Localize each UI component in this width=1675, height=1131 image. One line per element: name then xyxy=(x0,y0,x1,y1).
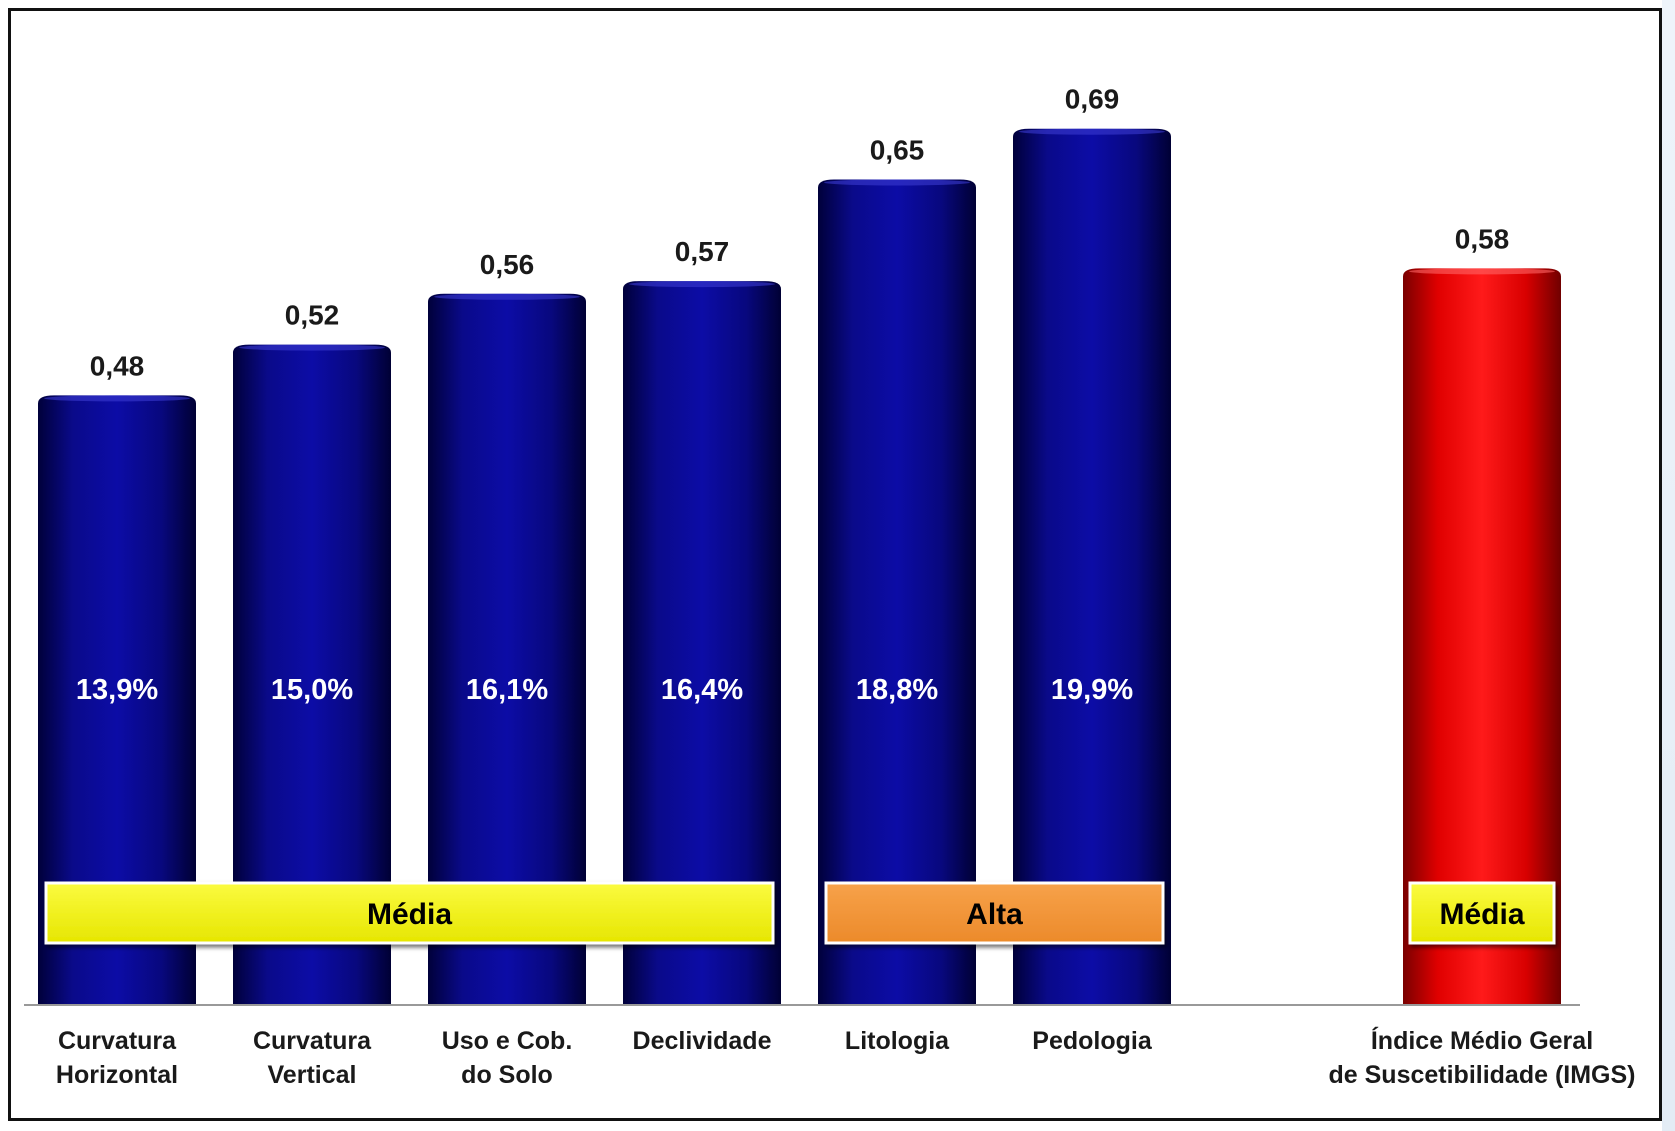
category-label: Horizontal xyxy=(56,1061,178,1089)
class-band-label: Média xyxy=(1439,898,1524,931)
value-label: 0,56 xyxy=(480,249,535,280)
category-label: do Solo xyxy=(461,1061,553,1089)
class-band-label: Alta xyxy=(966,898,1023,931)
value-label: 0,52 xyxy=(285,300,340,331)
bar-cap-highlight xyxy=(434,293,580,300)
category-label: Pedologia xyxy=(1032,1027,1153,1055)
class-bands-layer: Média Alta Média xyxy=(44,881,1556,945)
category-label: Litologia xyxy=(845,1027,950,1055)
class-band xyxy=(44,881,775,945)
value-label: 0,69 xyxy=(1065,84,1120,115)
value-label: 0,48 xyxy=(90,350,145,381)
category-label: de Suscetibilidade (IMGS) xyxy=(1329,1061,1636,1089)
bar xyxy=(233,344,391,1006)
percent-label: 15,0% xyxy=(271,674,353,706)
value-label: 0,57 xyxy=(675,236,730,267)
value-label: 0,65 xyxy=(870,135,925,166)
category-label: Vertical xyxy=(268,1061,357,1089)
class-band xyxy=(1408,881,1556,945)
bar-cap-highlight xyxy=(1019,128,1165,135)
bar xyxy=(623,281,781,1006)
class-band-label: Média xyxy=(367,898,452,931)
category-label: Índice Médio Geral xyxy=(1371,1026,1593,1055)
bar xyxy=(38,395,196,1005)
bars-layer xyxy=(38,128,1561,1006)
bar-cap-highlight xyxy=(629,281,775,288)
category-label: Curvatura xyxy=(253,1027,372,1055)
labels-layer: 0,48 13,9% Curvatura Horizontal 0,52 15,0% Cur… xyxy=(56,84,1636,1089)
category-label: Uso e Cob. xyxy=(442,1027,573,1055)
bar xyxy=(818,179,976,1005)
value-label: 0,58 xyxy=(1455,223,1510,254)
right-edge-strip xyxy=(1662,0,1675,1131)
percent-label: 13,9% xyxy=(76,674,158,706)
percent-label: 16,4% xyxy=(661,674,743,706)
bar-cap-highlight xyxy=(1409,268,1555,275)
bar xyxy=(1403,268,1561,1005)
bar-cap-highlight xyxy=(824,179,970,186)
category-label: Declividade xyxy=(633,1027,772,1055)
bar xyxy=(1013,128,1171,1005)
bar-cap-highlight xyxy=(239,344,385,351)
percent-label: 16,1% xyxy=(466,674,548,706)
category-label: Curvatura xyxy=(58,1027,177,1055)
bar xyxy=(428,293,586,1005)
percent-label: 19,9% xyxy=(1051,674,1133,706)
bar-cap-highlight xyxy=(44,395,190,402)
class-band xyxy=(824,881,1165,945)
percent-label: 18,8% xyxy=(856,674,938,706)
